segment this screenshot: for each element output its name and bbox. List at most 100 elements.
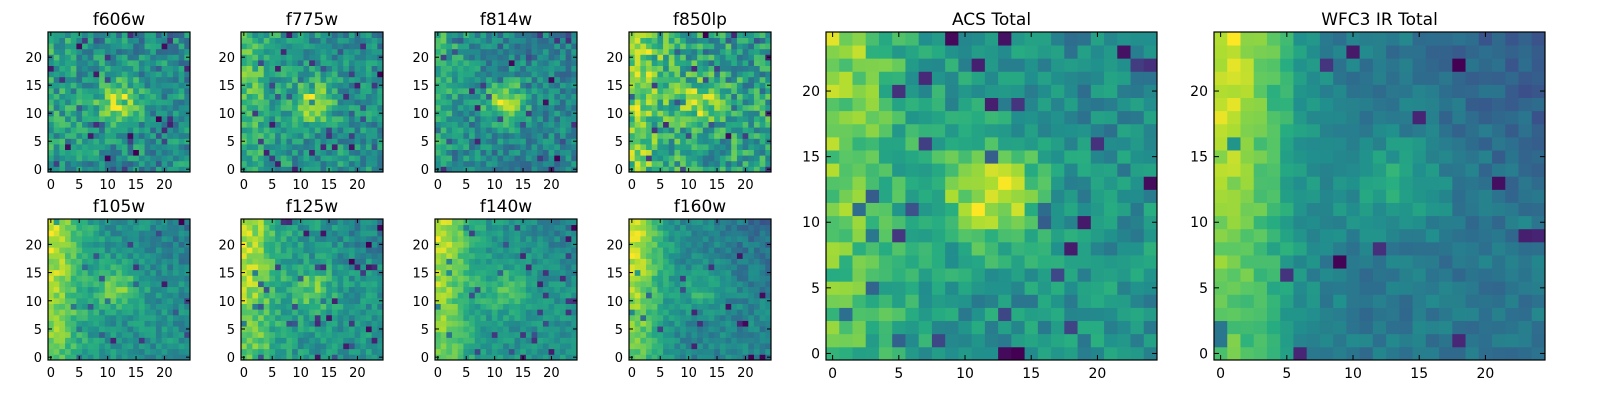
heatmap-cell — [377, 76, 384, 83]
heatmap-cell — [104, 326, 111, 333]
y-tick-label: 15 — [412, 79, 429, 94]
heatmap-cell — [486, 138, 493, 145]
heatmap-cell — [531, 71, 538, 78]
heatmap-cell — [127, 281, 134, 288]
heatmap-cell — [548, 110, 555, 117]
heatmap-cell — [719, 37, 726, 44]
heatmap-cell — [435, 160, 442, 167]
heatmap-cell — [303, 297, 310, 304]
heatmap-cell — [503, 149, 510, 156]
heatmap-cell — [127, 331, 134, 338]
heatmap-cell — [469, 71, 476, 78]
heatmap-cell — [48, 65, 55, 72]
heatmap-cell — [116, 224, 123, 231]
heatmap-cell — [674, 144, 681, 150]
heatmap-cell — [303, 71, 310, 78]
heatmap-cell — [150, 99, 157, 106]
heatmap-cell — [82, 149, 89, 156]
heatmap-cell — [326, 224, 333, 231]
heatmap-cell — [280, 155, 287, 162]
heatmap-cell — [360, 166, 367, 173]
heatmap-cell — [331, 314, 338, 321]
heatmap-cell — [354, 132, 361, 139]
heatmap-cell — [326, 99, 333, 106]
heatmap-cell — [474, 149, 481, 156]
heatmap-cell — [252, 93, 259, 100]
heatmap-cell — [178, 93, 185, 100]
heatmap-cell — [99, 241, 106, 248]
heatmap-cell — [702, 297, 709, 304]
heatmap-cell — [680, 48, 687, 55]
heatmap-cell — [150, 121, 157, 128]
heatmap-cell — [292, 32, 299, 38]
heatmap-cell — [497, 54, 504, 61]
heatmap-cell — [657, 144, 664, 150]
heatmap-cell — [435, 149, 442, 156]
heatmap-cell — [446, 292, 453, 299]
heatmap-cell — [178, 326, 185, 333]
heatmap-cell — [331, 241, 338, 248]
heatmap-cell — [548, 297, 555, 304]
heatmap-cell — [663, 93, 670, 100]
heatmap-cell — [314, 269, 321, 276]
heatmap-cell — [314, 241, 321, 248]
heatmap-cell — [571, 99, 578, 106]
heatmap-cell — [337, 37, 344, 44]
heatmap-cell — [48, 224, 55, 231]
heatmap-cell — [697, 303, 704, 310]
heatmap-cell — [474, 241, 481, 248]
heatmap-cell — [365, 230, 373, 237]
heatmap-cell — [48, 149, 55, 156]
heatmap-cell — [104, 88, 111, 94]
heatmap-cell — [320, 348, 327, 355]
heatmap-cell — [559, 144, 567, 150]
heatmap-cell — [331, 320, 338, 327]
heatmap-cell — [365, 37, 373, 44]
heatmap-cell — [736, 93, 743, 100]
heatmap-cell — [480, 247, 487, 254]
heatmap-cell — [520, 331, 527, 338]
heatmap-cell — [303, 331, 310, 338]
heatmap-cell — [371, 354, 378, 361]
heatmap-cell — [348, 219, 355, 226]
heatmap-cell — [514, 303, 521, 310]
heatmap-cell — [184, 292, 191, 299]
heatmap-cell — [531, 219, 538, 226]
heatmap-cell — [121, 104, 128, 111]
heatmap-cell — [99, 32, 106, 38]
heatmap-cell — [691, 43, 698, 50]
heatmap-cell — [309, 71, 316, 78]
heatmap-cell — [719, 99, 726, 106]
heatmap-cell — [314, 54, 321, 61]
heatmap-cell — [674, 149, 681, 156]
heatmap-cell — [297, 104, 304, 111]
heatmap-cell — [708, 320, 715, 327]
heatmap-cell — [127, 99, 134, 106]
heatmap-cell — [252, 104, 259, 111]
heatmap-cell — [537, 54, 544, 61]
heatmap-cell — [685, 155, 692, 162]
heatmap-cell — [343, 144, 350, 150]
y-tick-label: 10 — [25, 295, 42, 310]
heatmap-cell — [554, 116, 561, 122]
heatmap-cell — [246, 252, 253, 259]
heatmap-cell — [531, 132, 538, 139]
heatmap-cell — [377, 65, 384, 72]
heatmap-cell — [548, 116, 555, 122]
heatmap-cell — [674, 32, 681, 38]
heatmap-cell — [759, 60, 766, 66]
heatmap-cell — [446, 155, 453, 162]
heatmap-cell — [110, 160, 117, 167]
heatmap-cell — [53, 219, 60, 226]
heatmap-cell — [503, 110, 510, 117]
heatmap-cell — [82, 99, 89, 106]
heatmap-cell — [559, 281, 567, 288]
heatmap-cell — [116, 241, 123, 248]
heatmap-cell — [497, 99, 504, 106]
heatmap-cell — [537, 281, 544, 288]
heatmap-cell — [714, 121, 721, 128]
heatmap-cell — [651, 320, 658, 327]
heatmap-cell — [360, 331, 367, 338]
heatmap-cell — [719, 82, 726, 89]
heatmap-cell — [674, 54, 681, 61]
